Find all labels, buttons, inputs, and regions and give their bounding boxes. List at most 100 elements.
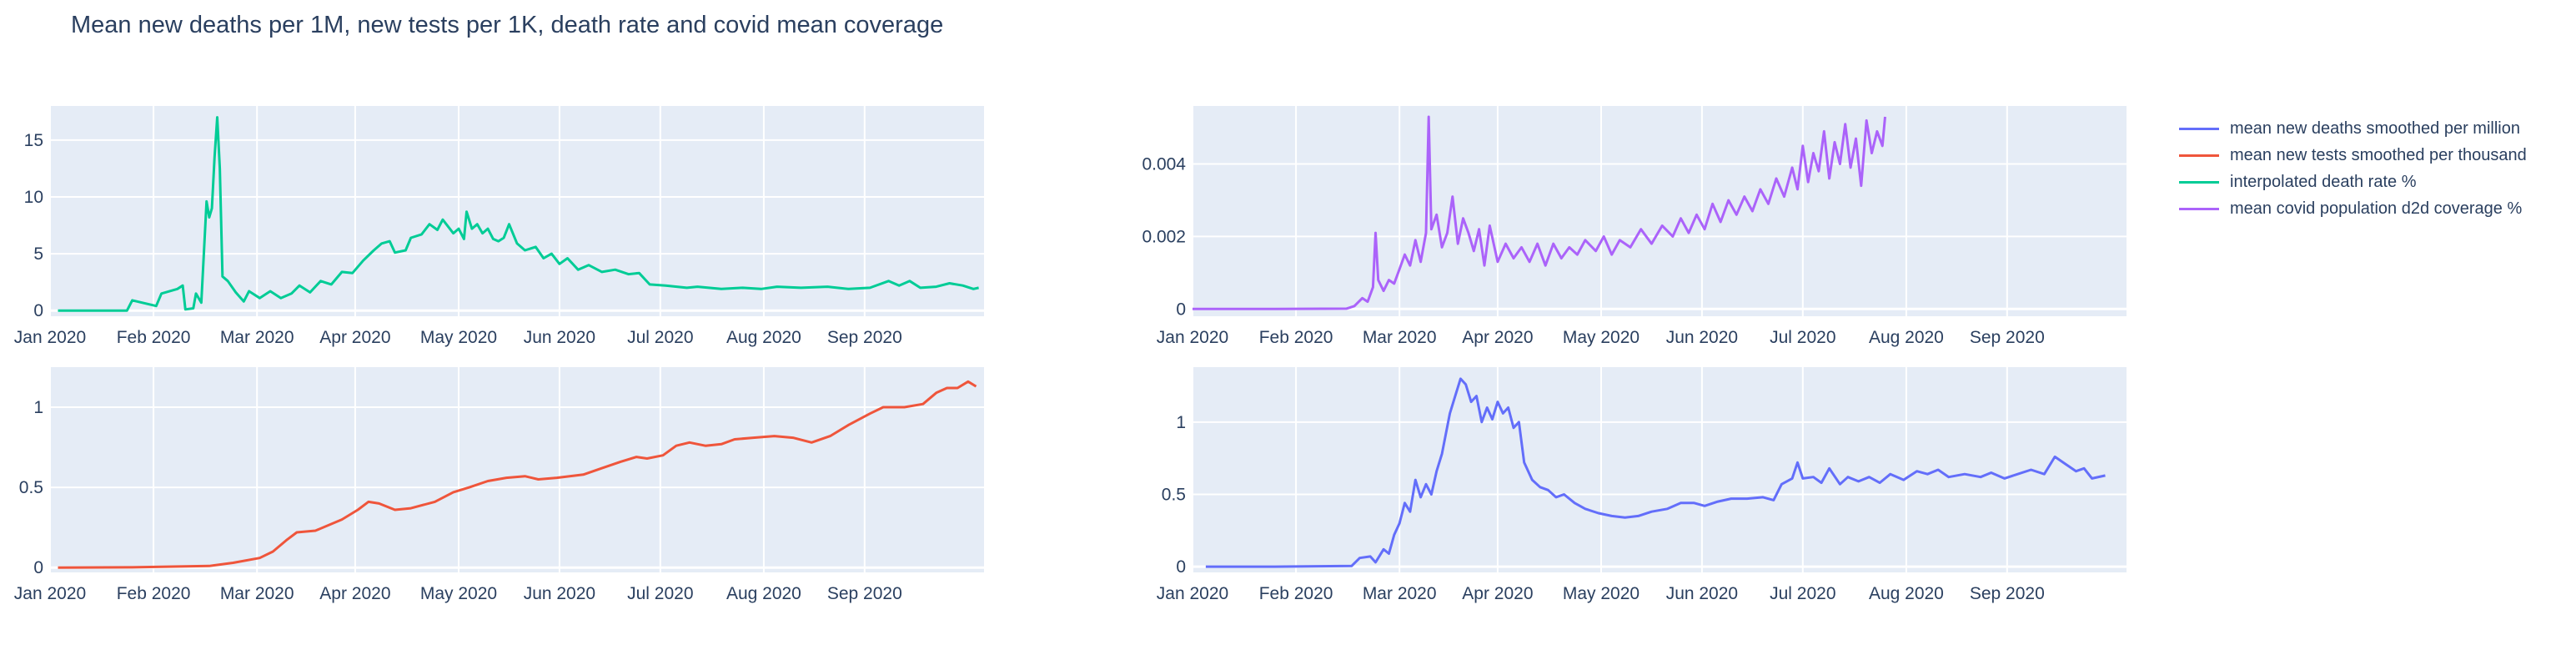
data-point [1661, 224, 1664, 227]
data-point [211, 207, 213, 209]
data-point [1916, 470, 1918, 472]
plot-area [50, 367, 984, 572]
data-point [1457, 243, 1459, 245]
data-point [1584, 239, 1586, 241]
data-point [1398, 522, 1401, 525]
data-point [1529, 260, 1531, 263]
data-point [1812, 152, 1815, 154]
x-tick-label: Sep 2020 [827, 584, 902, 603]
data-point [1926, 473, 1929, 476]
data-point [1727, 199, 1730, 201]
data-point [1671, 235, 1674, 238]
data-point [620, 461, 622, 463]
data-point [535, 245, 537, 248]
legend-item-death-rate[interactable]: interpolated death rate % [2179, 169, 2527, 195]
data-point [195, 292, 198, 295]
data-point [341, 270, 344, 273]
data-point [1791, 477, 1794, 480]
data-point [977, 286, 980, 289]
data-point [600, 467, 603, 470]
legend-item-deaths[interactable]: mean new deaths smoothed per million [2179, 115, 2527, 142]
x-tick-label: Jan 2020 [1157, 584, 1228, 603]
y-tick-label: 5 [33, 244, 43, 264]
data-point [1393, 282, 1395, 285]
data-point [696, 285, 699, 288]
data-point [1470, 401, 1473, 403]
data-point [1552, 243, 1554, 245]
data-point [1963, 473, 1966, 476]
data-point [524, 475, 526, 477]
data-point [1610, 515, 1613, 517]
data-point [1441, 246, 1444, 249]
data-point [1624, 517, 1626, 519]
data-point [1568, 246, 1570, 249]
data-point [492, 238, 495, 240]
data-point [811, 441, 813, 444]
data-point [1513, 426, 1515, 429]
legend-item-tests[interactable]: mean new tests smoothed per thousand [2179, 142, 2527, 169]
data-point [309, 291, 311, 294]
data-point [2054, 456, 2056, 458]
data-point [869, 286, 871, 289]
data-point [1350, 565, 1353, 567]
data-point [975, 385, 977, 388]
data-point [470, 228, 473, 230]
legend: mean new deaths smoothed per million mea… [2179, 115, 2527, 222]
data-point [1807, 181, 1810, 184]
data-point [577, 269, 580, 271]
y-tick-label: 15 [24, 131, 43, 150]
y-tick-label: 0.004 [1142, 155, 1186, 174]
data-point [1650, 243, 1653, 245]
plot-area [1193, 367, 2127, 572]
data-point [1865, 119, 1868, 122]
x-tick-label: Jun 2020 [1666, 584, 1738, 603]
data-point [213, 156, 216, 159]
data-point [869, 412, 871, 415]
data-point [638, 272, 640, 275]
data-point [741, 286, 744, 289]
x-tick-label: Jan 2020 [14, 584, 86, 603]
legend-item-coverage[interactable]: mean covid population d2d coverage % [2179, 195, 2527, 222]
data-point [458, 228, 460, 230]
data-point [1451, 195, 1454, 198]
x-tick-label: Apr 2020 [1462, 584, 1533, 603]
data-point [1547, 489, 1549, 491]
x-tick-label: Sep 2020 [1970, 328, 2045, 347]
data-point [2064, 463, 2066, 466]
data-point [542, 257, 545, 260]
data-point [600, 270, 603, 273]
data-point [1772, 499, 1775, 501]
data-point [205, 200, 208, 203]
data-point [1496, 260, 1499, 263]
data-point [1637, 515, 1640, 517]
data-point [184, 308, 187, 310]
series-line-bottom-right [1205, 377, 2106, 568]
data-point [1629, 246, 1632, 249]
data-point [1425, 232, 1428, 234]
data-point [1947, 476, 1950, 478]
data-point [1345, 307, 1348, 310]
data-point [1383, 290, 1385, 292]
data-point [429, 223, 431, 225]
data-point [216, 116, 218, 118]
data-point [1441, 452, 1444, 455]
x-tick-label: Mar 2020 [220, 584, 294, 603]
data-point [1730, 497, 1732, 500]
data-point [126, 310, 128, 312]
data-point [176, 288, 178, 290]
data-point [503, 237, 505, 239]
data-point [1902, 479, 1905, 481]
data-point [1358, 557, 1361, 559]
data-point [357, 509, 359, 511]
data-point [57, 567, 59, 569]
data-point [1695, 214, 1698, 216]
data-point [935, 285, 937, 288]
data-point [908, 280, 911, 282]
data-point [1860, 184, 1862, 187]
data-point [487, 228, 490, 230]
data-point [1367, 300, 1369, 303]
data-point [935, 391, 937, 394]
data-point [508, 223, 510, 225]
legend-label: mean new tests smoothed per thousand [2230, 145, 2527, 164]
